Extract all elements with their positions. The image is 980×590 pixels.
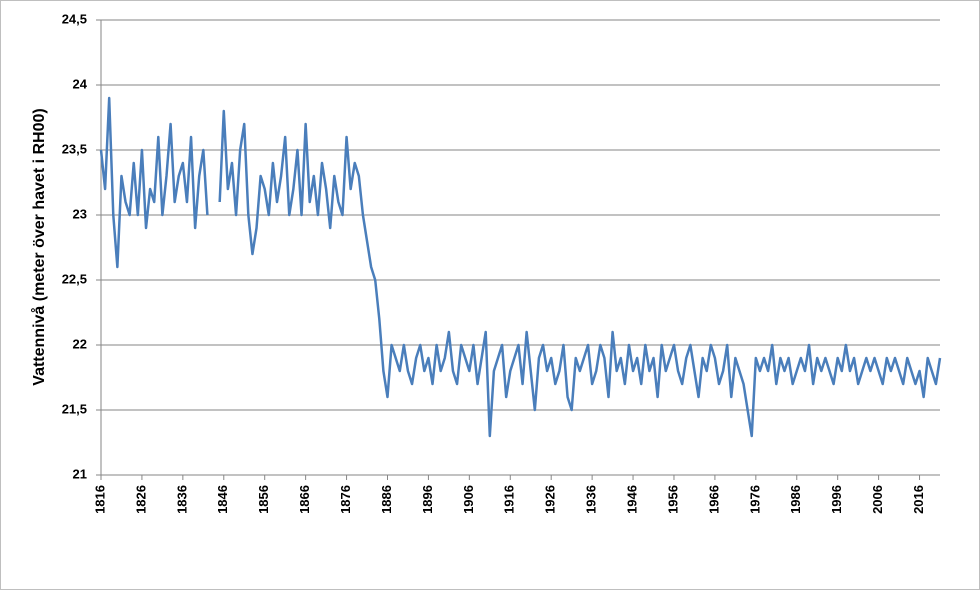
x-tick-label: 1936 — [584, 485, 599, 514]
y-tick-label: 23,5 — [62, 141, 87, 156]
y-tick-label: 21,5 — [62, 401, 87, 416]
x-tick-label: 1956 — [665, 485, 680, 514]
x-tick-label: 1916 — [502, 485, 517, 514]
y-tick-label: 22,5 — [62, 271, 87, 286]
x-tick-label: 1986 — [788, 485, 803, 514]
y-tick-label: 21 — [73, 466, 87, 481]
x-tick-label: 1826 — [133, 485, 148, 514]
y-tick-label: 23 — [73, 206, 87, 221]
x-tick-label: 1946 — [624, 485, 639, 514]
data-line — [99, 96, 942, 438]
x-tick-label: 1996 — [829, 485, 844, 514]
x-tick-label: 1816 — [92, 485, 107, 514]
x-tick-label: 2016 — [911, 485, 926, 514]
x-tick-label: 1896 — [420, 485, 435, 514]
x-tick-label: 1836 — [174, 485, 189, 514]
y-tick-label: 22 — [73, 336, 87, 351]
x-tick-label: 1926 — [543, 485, 558, 514]
x-tick-label: 1976 — [747, 485, 762, 514]
x-tick-label: 1846 — [215, 485, 230, 514]
y-tick-label: 24,5 — [62, 11, 87, 26]
x-tick-label: 1866 — [297, 485, 312, 514]
x-tick-label: 2006 — [870, 485, 885, 514]
x-tick-label: 1886 — [379, 485, 394, 514]
x-tick-label: 1876 — [338, 485, 353, 514]
y-axis-label: Vattennivå (meter över havet i RH00) — [30, 108, 48, 385]
x-tick-label: 1966 — [706, 485, 721, 514]
x-tick-label: 1906 — [461, 485, 476, 514]
x-tick-label: 1856 — [256, 485, 271, 514]
y-tick-label: 24 — [73, 76, 88, 91]
